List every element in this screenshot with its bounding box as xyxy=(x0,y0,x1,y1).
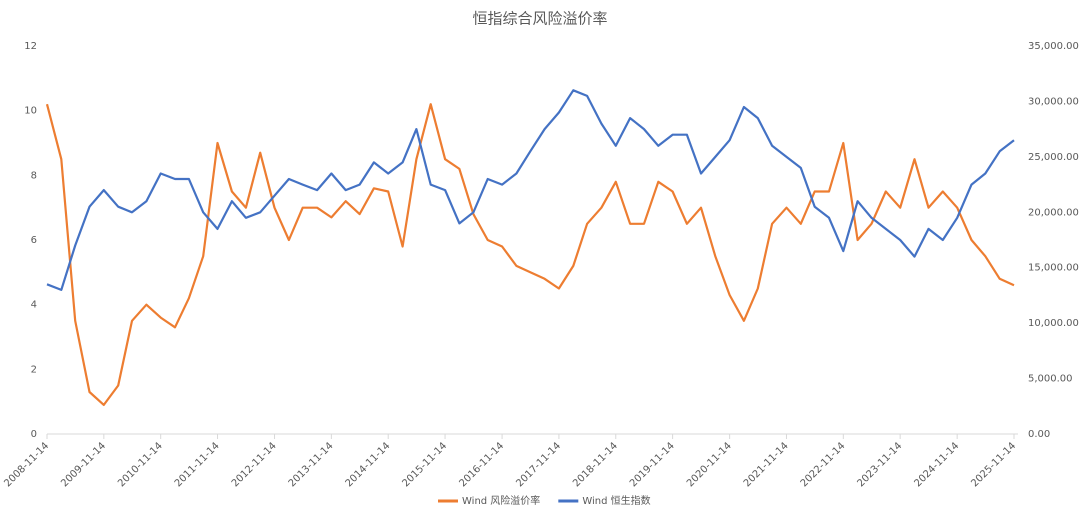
x-tick-label: 2024-11-14 xyxy=(913,440,962,489)
x-tick-label: 2021-11-14 xyxy=(742,440,791,489)
y2-tick-label: 5,000.00 xyxy=(1028,374,1073,385)
y2-tick-label: 0.00 xyxy=(1028,429,1050,440)
x-tick-label: 2017-11-14 xyxy=(514,440,563,489)
y2-tick-label: 20,000.00 xyxy=(1028,207,1079,218)
y-tick-label: 6 xyxy=(31,235,37,246)
x-tick-label: 2019-11-14 xyxy=(628,440,677,489)
y2-tick-label: 25,000.00 xyxy=(1028,152,1079,163)
x-tick-label: 2016-11-14 xyxy=(457,440,506,489)
legend-label: Wind 风险溢价率 xyxy=(462,494,540,507)
y2-tick-label: 30,000.00 xyxy=(1028,96,1079,107)
y-tick-label: 12 xyxy=(24,41,37,52)
y-tick-label: 10 xyxy=(24,106,37,117)
x-tick-label: 2023-11-14 xyxy=(856,440,905,489)
x-tick-label: 2020-11-14 xyxy=(685,440,734,489)
y-tick-label: 8 xyxy=(31,170,37,181)
x-tick-label: 2018-11-14 xyxy=(571,440,620,489)
chart-title: 恒指综合风险溢价率 xyxy=(472,10,607,28)
y2-tick-label: 35,000.00 xyxy=(1028,41,1079,52)
x-tick-label: 2010-11-14 xyxy=(116,440,165,489)
x-tick-label: 2009-11-14 xyxy=(59,440,108,489)
x-tick-label: 2025-11-14 xyxy=(969,440,1018,489)
legend-label: Wind 恒生指数 xyxy=(582,494,650,507)
x-tick-label: 2011-11-14 xyxy=(173,440,222,489)
x-tick-label: 2008-11-14 xyxy=(2,440,51,489)
series-line xyxy=(46,89,1015,291)
y-tick-label: 0 xyxy=(31,429,37,440)
x-tick-label: 2012-11-14 xyxy=(230,440,279,489)
x-tick-label: 2014-11-14 xyxy=(344,440,393,489)
x-tick-label: 2013-11-14 xyxy=(287,440,336,489)
x-tick-label: 2022-11-14 xyxy=(799,440,848,489)
y2-tick-label: 15,000.00 xyxy=(1028,263,1079,274)
y-tick-label: 2 xyxy=(31,364,37,375)
y2-tick-label: 10,000.00 xyxy=(1028,318,1079,329)
x-tick-label: 2015-11-14 xyxy=(400,440,449,489)
y-tick-label: 4 xyxy=(31,300,37,311)
